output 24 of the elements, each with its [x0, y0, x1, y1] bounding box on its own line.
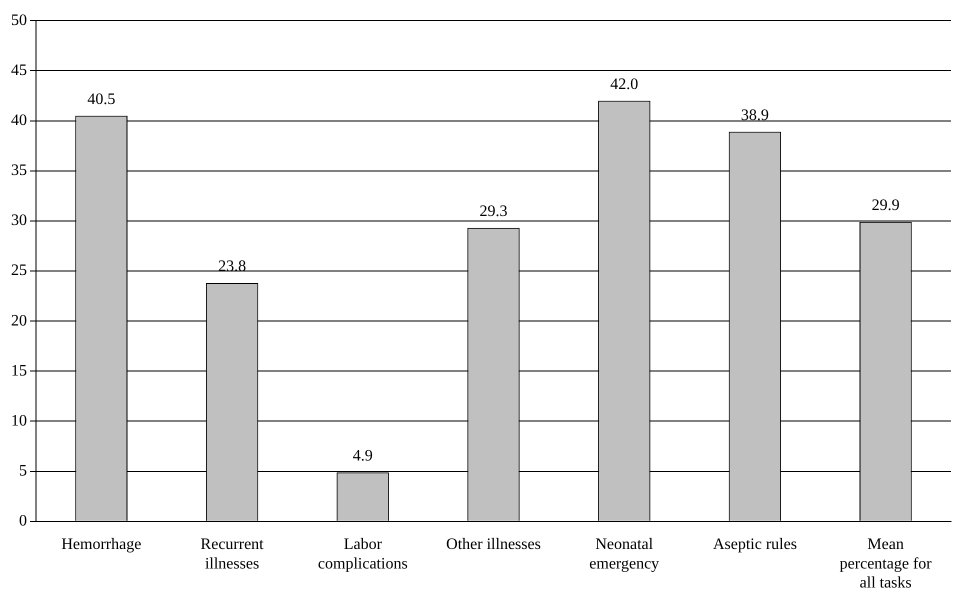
- x-tick-label: Aseptic rules: [712, 536, 797, 554]
- x-tick-label: Neonatal emergency: [589, 536, 660, 572]
- y-tick-label: 0: [19, 512, 27, 530]
- y-tick-label: 40: [11, 112, 27, 129]
- y-tick-label: 10: [11, 412, 27, 430]
- data-label: 40.5: [87, 90, 116, 108]
- y-tick-label: 25: [11, 262, 27, 280]
- y-tick-label: 35: [11, 162, 27, 180]
- y-tick-label: 50: [11, 12, 27, 29]
- data-label: 42.0: [610, 76, 638, 93]
- data-label: 29.3: [480, 203, 508, 220]
- x-tick-label: Hemorrhage: [61, 536, 142, 554]
- data-label: 29.9: [872, 197, 900, 214]
- data-label: 38.9: [740, 106, 769, 124]
- y-tick-label: 30: [11, 212, 27, 230]
- x-tick-label: Labor complications: [318, 536, 408, 572]
- y-tick-label: 5: [19, 462, 27, 480]
- y-tick-label: 20: [11, 312, 27, 330]
- x-tick-label: Mean percentage for all tasks: [840, 536, 932, 592]
- y-tick-label: 15: [11, 362, 27, 380]
- x-tick-label: Recurrent illnesses: [200, 536, 264, 572]
- y-tick-label: 45: [11, 62, 27, 79]
- x-tick-label: Other illnesses: [446, 536, 541, 554]
- data-label: 4.9: [352, 448, 373, 465]
